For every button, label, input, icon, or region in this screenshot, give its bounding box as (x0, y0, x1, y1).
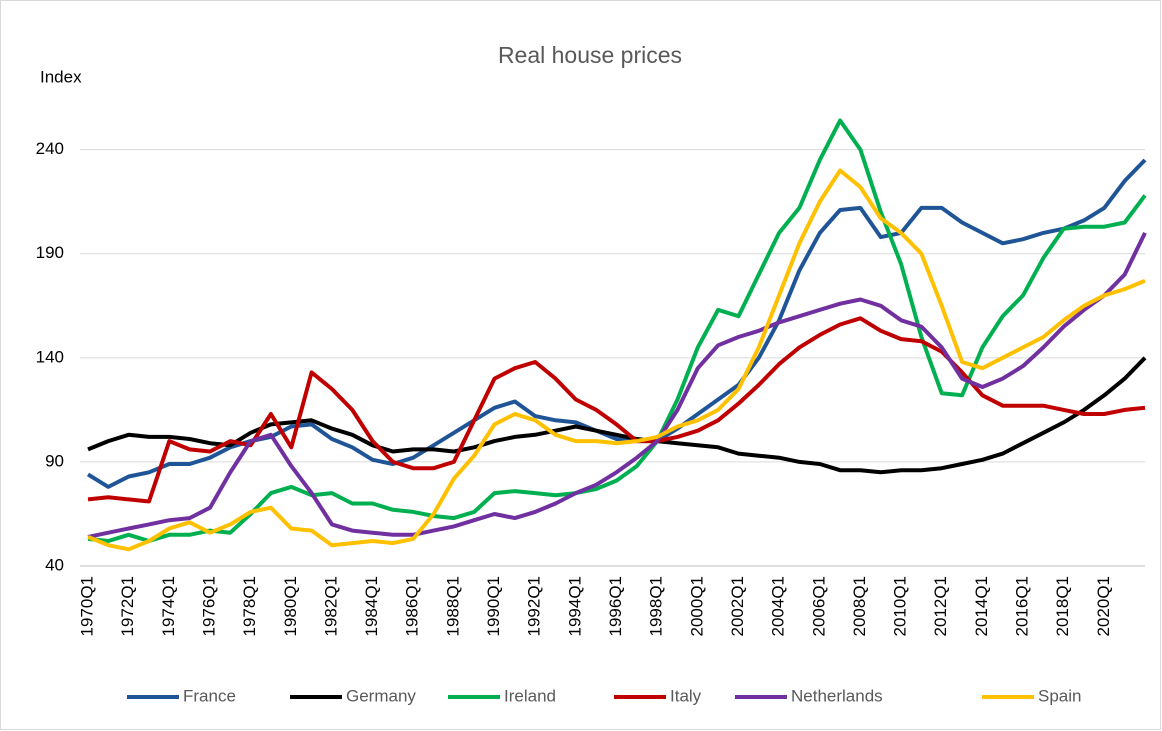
x-tick-label: 1988Q1 (443, 576, 462, 637)
x-tick-label: 1980Q1 (281, 576, 300, 637)
x-tick-label: 1982Q1 (321, 576, 340, 637)
line-series (87, 232, 1147, 539)
x-tick-label: 2008Q1 (850, 576, 869, 637)
x-tick-label: 1998Q1 (647, 576, 666, 637)
x-tick-label: 2000Q1 (687, 576, 706, 637)
y-tick-label: 190 (36, 243, 64, 262)
y-axis-label: Index (40, 67, 82, 86)
x-tick-label: 1992Q1 (525, 576, 544, 637)
legend-label: Spain (1038, 686, 1081, 705)
x-tick-label: 1974Q1 (159, 576, 178, 637)
chart-title: Real house prices (498, 42, 682, 68)
x-tick-label: 1984Q1 (362, 576, 381, 637)
line-series (87, 168, 1146, 552)
x-tick-label: 2012Q1 (931, 576, 950, 637)
x-tick-label: 2002Q1 (728, 576, 747, 637)
y-tick-label: 240 (36, 139, 64, 158)
x-tick-label: 1986Q1 (403, 576, 422, 637)
x-tick-label: 2010Q1 (891, 576, 910, 637)
x-tick-label: 1990Q1 (484, 576, 503, 637)
legend-label: Italy (670, 686, 702, 705)
y-tick-label: 90 (45, 451, 64, 470)
legend-label: Ireland (504, 686, 556, 705)
legend-label: Germany (346, 686, 416, 705)
x-tick-label: 2016Q1 (1013, 576, 1032, 637)
x-tick-label: 2018Q1 (1053, 576, 1072, 637)
y-tick-label: 140 (36, 347, 64, 366)
x-tick-label: 1972Q1 (118, 576, 137, 637)
x-tick-label: 1970Q1 (77, 576, 96, 637)
y-tick-label: 40 (45, 555, 64, 574)
x-tick-label: 1994Q1 (565, 576, 584, 637)
x-tick-label: 2014Q1 (972, 576, 991, 637)
x-tick-label: 1996Q1 (606, 576, 625, 637)
x-tick-label: 2020Q1 (1094, 576, 1113, 637)
x-tick-label: 2006Q1 (809, 576, 828, 637)
legend-label: Netherlands (791, 686, 883, 705)
x-tick-label: 1976Q1 (199, 576, 218, 637)
x-tick-label: 1978Q1 (240, 576, 259, 637)
legend-label: France (183, 686, 236, 705)
x-tick-label: 2004Q1 (769, 576, 788, 637)
